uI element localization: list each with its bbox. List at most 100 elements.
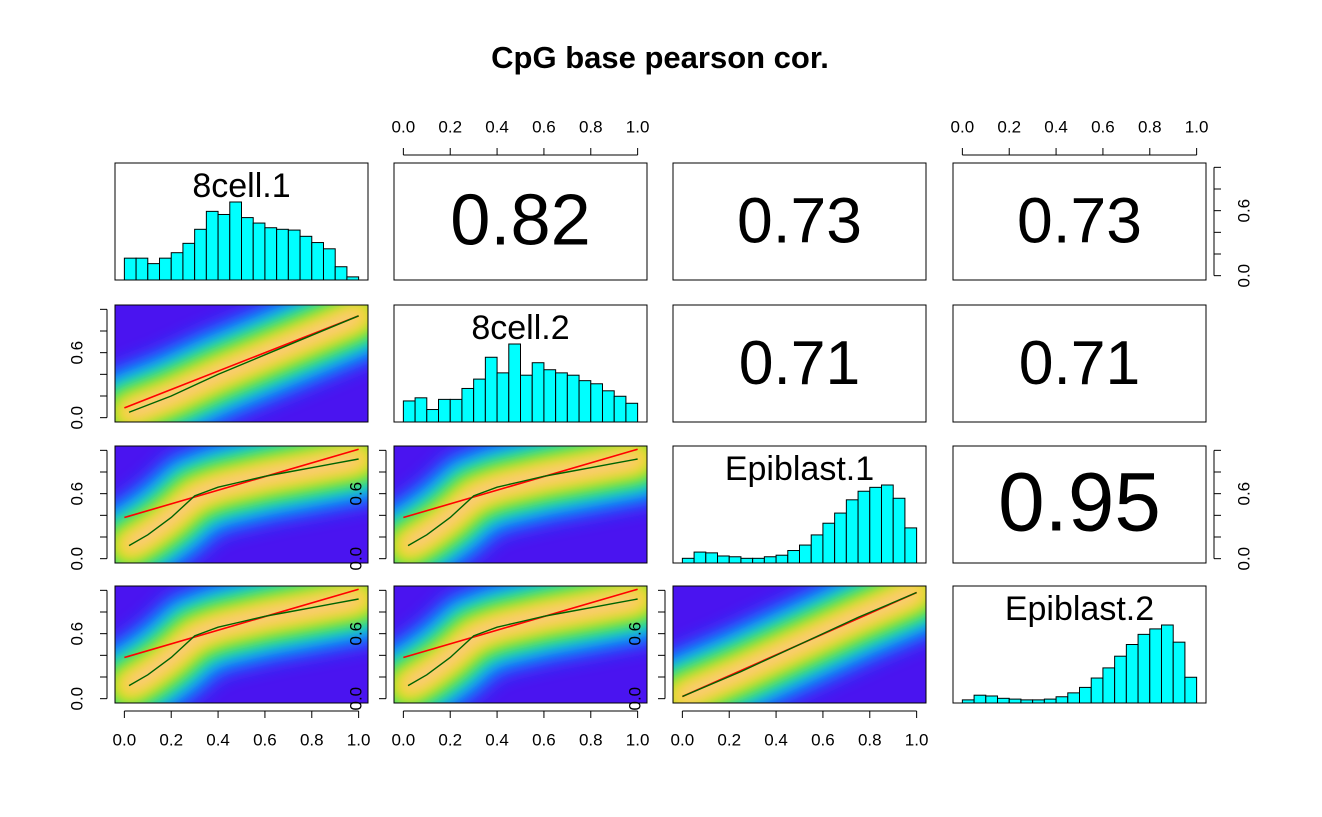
- histogram-bar: [810, 534, 824, 564]
- y-tick-label: 0.6: [346, 622, 365, 646]
- correlation-value: 0.95: [998, 455, 1161, 549]
- panel-border: [952, 304, 1207, 423]
- histogram-bar: [496, 372, 510, 423]
- x-tick-label: 0.8: [579, 730, 603, 749]
- panel-border: [952, 585, 1207, 704]
- y-tick-label: 0.6: [1234, 482, 1253, 506]
- y-tick-label: 0.0: [67, 406, 86, 430]
- variable-label: 8cell.1: [192, 167, 290, 205]
- y-tick-label: 0.6: [67, 622, 86, 646]
- y-tick-label: 0.0: [67, 547, 86, 571]
- histogram-bar: [194, 228, 207, 281]
- histogram-bar: [322, 248, 336, 281]
- x-tick-label: 0.0: [392, 117, 416, 136]
- histogram-bar: [1184, 676, 1198, 704]
- histogram-bar: [461, 387, 475, 423]
- panel-border: [114, 162, 369, 281]
- x-tick-label: 0.4: [206, 730, 230, 749]
- x-tick-label: 0.6: [532, 730, 556, 749]
- y-tick-label: 0.6: [625, 622, 644, 646]
- histogram-bar: [613, 395, 627, 423]
- fit-line: [403, 448, 638, 519]
- panel-border: [672, 304, 927, 423]
- variable-label: Epiblast.2: [1005, 590, 1154, 628]
- histogram-bar: [1055, 696, 1069, 704]
- histogram-bar: [449, 398, 463, 423]
- histogram-bar: [693, 551, 707, 564]
- histogram-bar: [566, 374, 580, 423]
- x-tick-label: 0.2: [438, 730, 462, 749]
- panel-border: [114, 445, 369, 564]
- histogram-bar: [252, 222, 266, 281]
- histogram-bar: [985, 695, 999, 704]
- panel-border: [672, 162, 927, 281]
- chart-title: CpG base pearson cor.: [491, 40, 829, 75]
- histogram-bar: [1090, 677, 1104, 704]
- smooth-line: [128, 315, 359, 413]
- x-tick-label: 0.6: [1091, 117, 1115, 136]
- x-tick-label: 0.2: [438, 117, 462, 136]
- histogram-bar: [123, 257, 137, 281]
- histogram-bar: [147, 263, 161, 281]
- correlation-value: 0.73: [1017, 184, 1142, 256]
- x-tick-label: 0.4: [485, 730, 509, 749]
- histogram-bar: [845, 499, 859, 564]
- y-tick-label: 0.0: [1234, 547, 1253, 571]
- histogram-bar: [531, 362, 545, 423]
- smooth-line: [128, 598, 359, 687]
- panel-border: [952, 162, 1207, 281]
- histogram-bar: [728, 556, 742, 564]
- histogram-bar: [1067, 692, 1080, 704]
- x-tick-label: 0.4: [485, 117, 509, 136]
- panel-border: [393, 585, 648, 704]
- y-tick-label: 0.0: [625, 687, 644, 711]
- x-tick-label: 0.8: [1138, 117, 1162, 136]
- histogram-bar: [241, 217, 254, 281]
- histogram-bar: [892, 497, 906, 564]
- x-tick-label: 1.0: [905, 730, 929, 749]
- x-tick-label: 1.0: [626, 730, 650, 749]
- histogram-bar: [904, 527, 918, 564]
- histogram-bar: [1137, 633, 1151, 704]
- histogram-bar: [276, 228, 289, 281]
- histogram-bar: [264, 227, 278, 281]
- histogram-bar: [997, 697, 1010, 704]
- x-tick-label: 0.8: [579, 117, 603, 136]
- variable-label: Epiblast.1: [725, 450, 874, 488]
- y-tick-label: 0.6: [67, 482, 86, 506]
- histogram-bar: [1172, 641, 1186, 704]
- histogram-bar: [822, 522, 836, 564]
- histogram-bar: [869, 486, 882, 564]
- panel-border: [672, 585, 927, 704]
- histogram-bar: [438, 398, 451, 423]
- histogram-bar: [880, 484, 894, 564]
- histogram-bar: [834, 512, 847, 564]
- panel-border: [393, 162, 648, 281]
- smooth-line: [128, 458, 359, 547]
- panel-border: [114, 304, 369, 423]
- smooth-line: [682, 591, 917, 698]
- histogram-bar: [1160, 624, 1174, 704]
- histogram-bar: [229, 201, 242, 281]
- histogram-bar: [740, 557, 754, 564]
- density-panel: [394, 446, 647, 563]
- panel-border: [393, 445, 648, 564]
- histogram-bar: [520, 374, 533, 423]
- histogram-bar: [787, 550, 801, 564]
- histogram-bar: [287, 229, 301, 281]
- y-tick-label: 0.0: [67, 687, 86, 711]
- x-tick-label: 1.0: [626, 117, 650, 136]
- x-tick-label: 0.2: [717, 730, 741, 749]
- panel-border: [393, 304, 648, 423]
- histogram-bar: [752, 557, 765, 564]
- y-tick-label: 0.0: [346, 547, 365, 571]
- histogram-bar: [217, 213, 231, 281]
- fit-line: [124, 315, 359, 409]
- histogram-bar: [182, 242, 196, 281]
- histogram-bar: [159, 257, 172, 281]
- variable-label: 8cell.2: [471, 309, 569, 347]
- density-panel: [673, 586, 926, 703]
- histogram-bar: [1008, 698, 1022, 704]
- histogram-bar: [1079, 686, 1092, 704]
